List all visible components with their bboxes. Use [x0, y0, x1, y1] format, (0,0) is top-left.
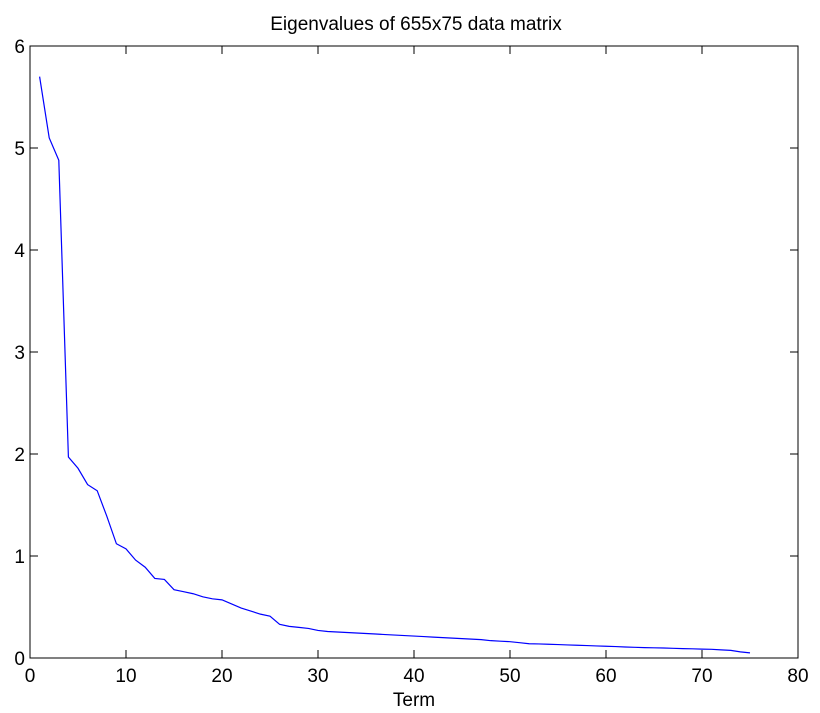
x-tick-label: 30	[307, 666, 328, 687]
x-tick-label: 10	[115, 666, 136, 687]
y-tick-label: 6	[14, 37, 25, 58]
x-tick-label: 40	[403, 666, 424, 687]
x-axis-ticks: 0 10 20 30 40 50 60 70 80	[25, 46, 809, 687]
y-axis-ticks: 0 1 2 3 4 5 6	[14, 37, 798, 670]
series-line-0	[39, 76, 751, 654]
y-tick-label: 1	[14, 547, 25, 568]
y-tick-label: 0	[14, 649, 25, 670]
x-tick-label: 50	[499, 666, 520, 687]
x-tick-label: 20	[211, 666, 232, 687]
y-tick-label: 5	[14, 139, 25, 160]
x-tick-label: 70	[691, 666, 712, 687]
y-tick-label: 4	[14, 241, 25, 262]
series-layer	[39, 76, 751, 654]
plot-area-frame	[29, 45, 799, 659]
y-tick-label: 2	[14, 445, 25, 466]
x-tick-label: 60	[595, 666, 616, 687]
x-tick-label: 0	[25, 666, 36, 687]
x-tick-label: 80	[787, 666, 808, 687]
chart-title: Eigenvalues of 655x75 data matrix	[270, 14, 562, 35]
x-axis-label: Term	[393, 690, 435, 711]
y-tick-label: 3	[14, 343, 25, 364]
